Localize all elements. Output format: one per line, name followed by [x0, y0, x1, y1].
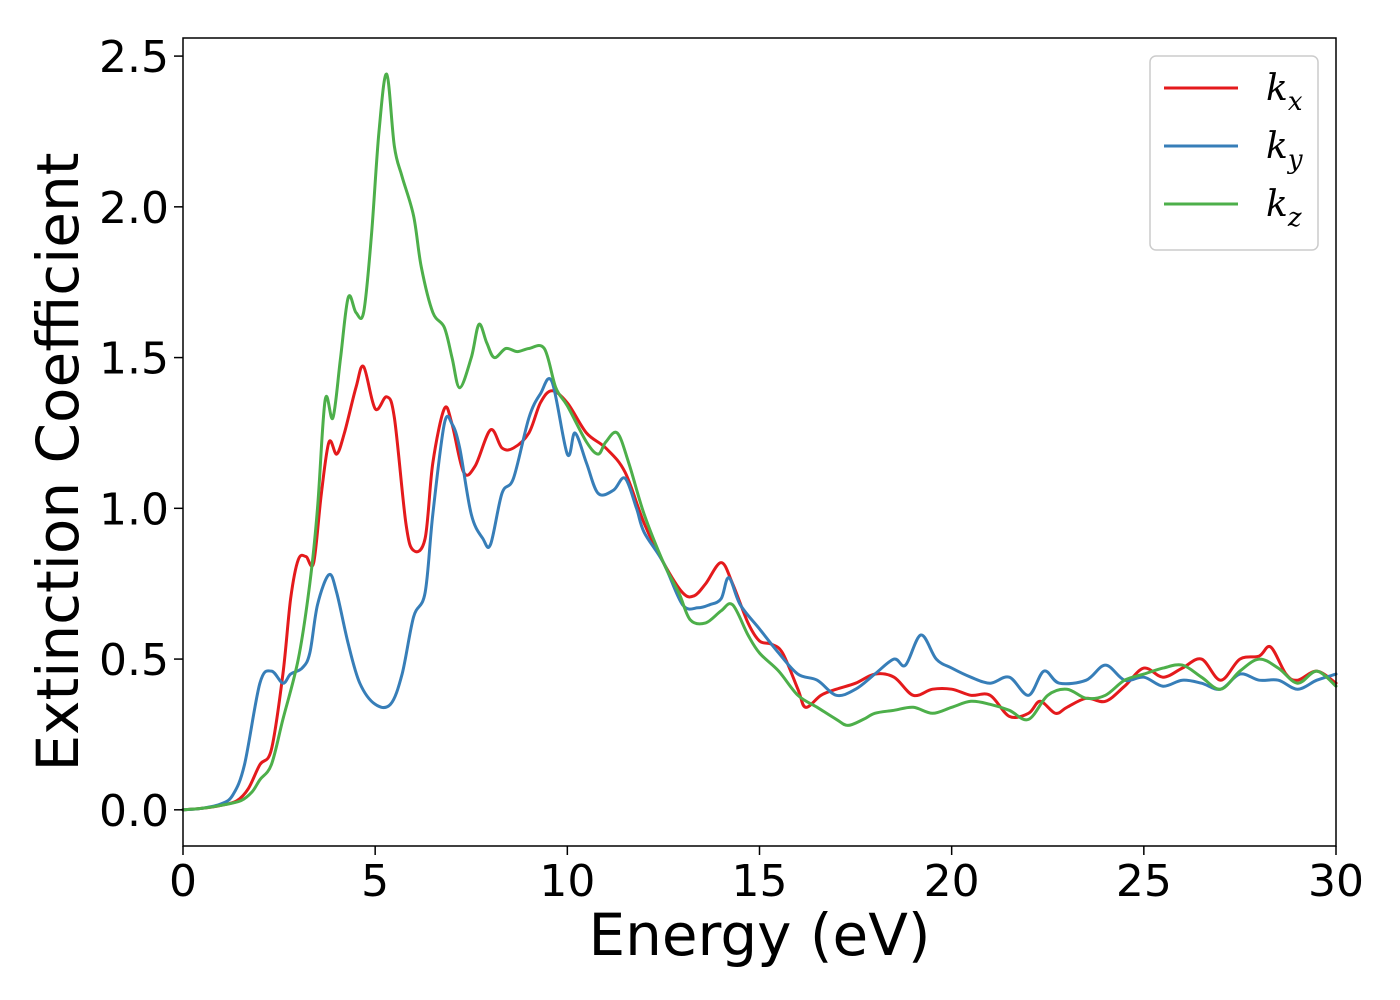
x-tick-label: 0	[169, 856, 197, 907]
x-axis: 0 5 10 15 20 25 30	[169, 846, 1364, 907]
series-line-k-y	[181, 377, 1338, 812]
y-tick-label: 2.5	[99, 32, 169, 83]
x-tick-label: 25	[1116, 856, 1172, 907]
y-axis-label: Extinction Coefficient	[24, 153, 92, 772]
x-tick-label: 10	[539, 856, 595, 907]
x-tick-label: 15	[732, 856, 788, 907]
series-layer	[181, 72, 1338, 812]
series-line-k-z	[181, 72, 1338, 812]
y-tick-label: 2.0	[99, 183, 169, 234]
y-tick-label: 1.5	[99, 334, 169, 385]
y-axis: 0.0 0.5 1.0 1.5 2.0 2.5	[99, 32, 183, 837]
x-axis-label: Energy (eV)	[588, 901, 930, 969]
y-tick-label: 0.5	[99, 635, 169, 686]
legend-box	[1149, 55, 1319, 251]
y-tick-label: 1.0	[99, 484, 169, 535]
x-tick-label: 20	[924, 856, 980, 907]
x-tick-label: 5	[361, 856, 389, 907]
x-tick-label: 30	[1308, 856, 1364, 907]
y-tick-label: 0.0	[99, 786, 169, 837]
